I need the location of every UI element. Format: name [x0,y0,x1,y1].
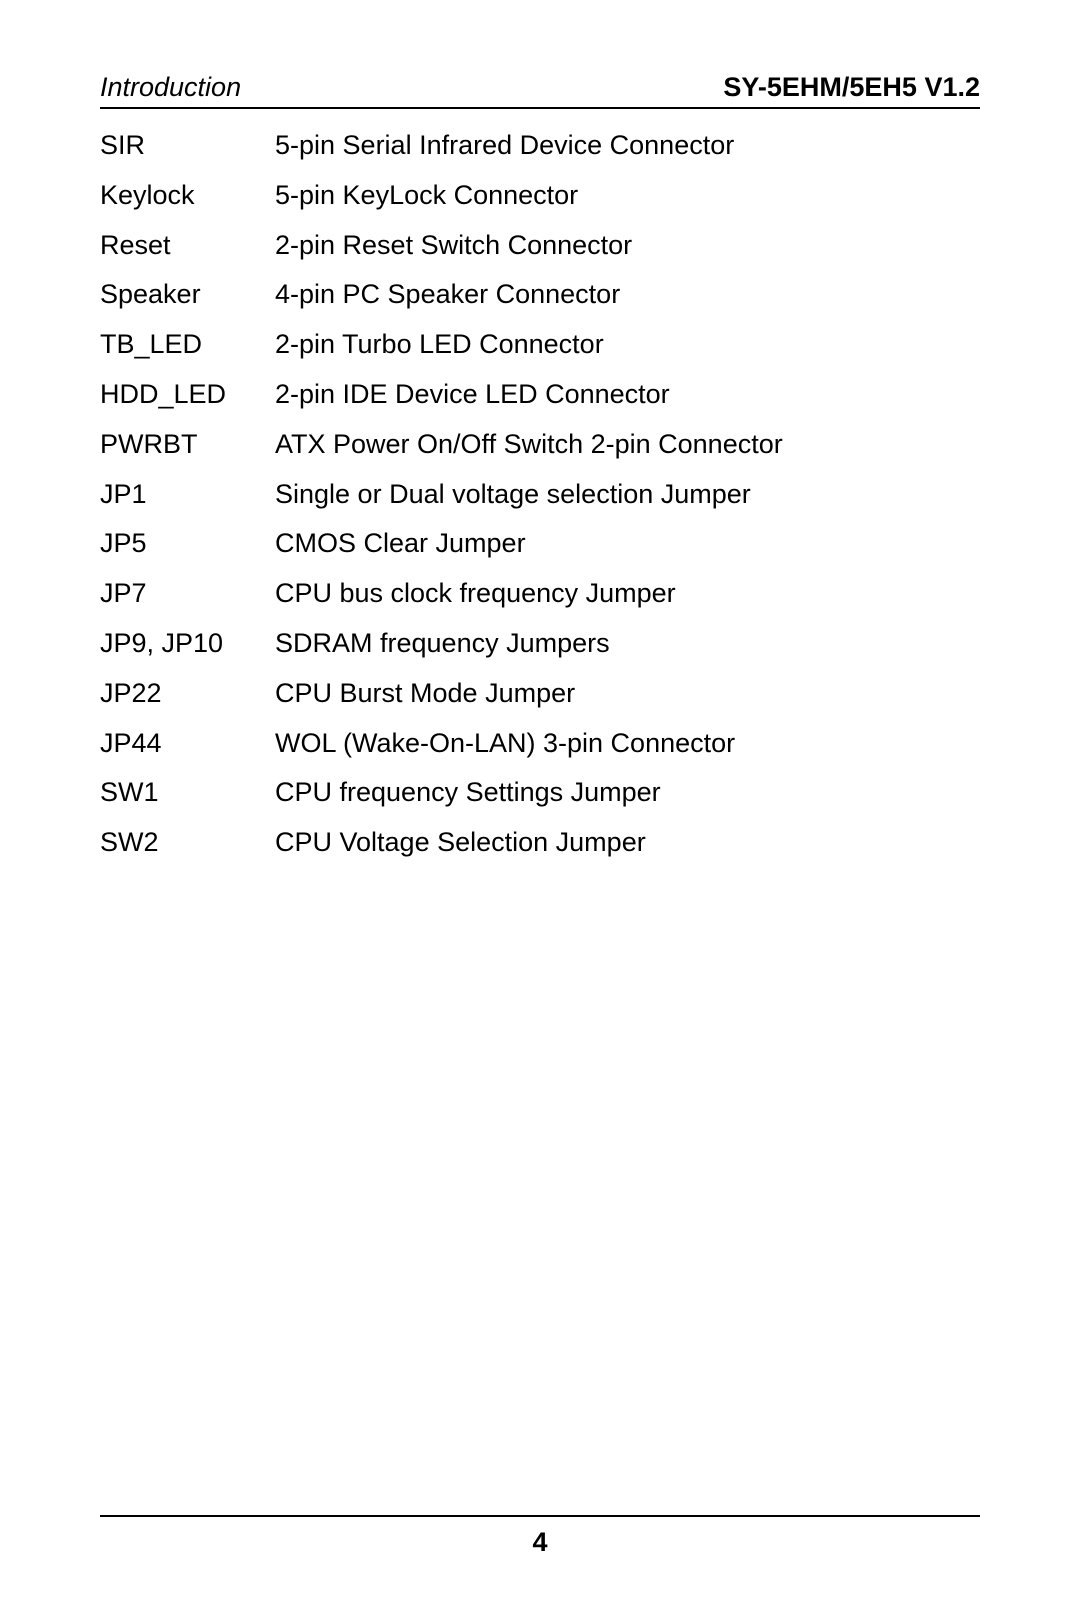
connector-label: JP5 [100,525,275,563]
page-header: Introduction SY-5EHM/5EH5 V1.2 [100,72,980,109]
table-row: TB_LED 2-pin Turbo LED Connector [100,326,980,364]
table-row: Reset 2-pin Reset Switch Connector [100,227,980,265]
section-title: Introduction [100,72,241,103]
table-row: JP9, JP10 SDRAM frequency Jumpers [100,625,980,663]
table-row: Keylock 5-pin KeyLock Connector [100,177,980,215]
connector-desc: 2-pin Turbo LED Connector [275,326,980,364]
model-title: SY-5EHM/5EH5 V1.2 [723,72,980,103]
table-row: Speaker 4-pin PC Speaker Connector [100,276,980,314]
connector-table: SIR 5-pin Serial Infrared Device Connect… [100,127,980,862]
connector-desc: 2-pin IDE Device LED Connector [275,376,980,414]
connector-desc: CPU Burst Mode Jumper [275,675,980,713]
table-row: SW2 CPU Voltage Selection Jumper [100,824,980,862]
connector-label: JP1 [100,476,275,514]
connector-desc: 4-pin PC Speaker Connector [275,276,980,314]
table-row: JP5 CMOS Clear Jumper [100,525,980,563]
connector-label: PWRBT [100,426,275,464]
connector-desc: 5-pin Serial Infrared Device Connector [275,127,980,165]
connector-desc: ATX Power On/Off Switch 2-pin Connector [275,426,980,464]
connector-desc: CPU bus clock frequency Jumper [275,575,980,613]
table-row: SW1 CPU frequency Settings Jumper [100,774,980,812]
connector-desc: CPU Voltage Selection Jumper [275,824,980,862]
connector-desc: CMOS Clear Jumper [275,525,980,563]
table-row: JP7 CPU bus clock frequency Jumper [100,575,980,613]
page-number: 4 [532,1527,547,1557]
page-footer: 4 [100,1515,980,1558]
connector-label: JP7 [100,575,275,613]
connector-desc: WOL (Wake-On-LAN) 3-pin Connector [275,725,980,763]
connector-label: JP22 [100,675,275,713]
connector-desc: 5-pin KeyLock Connector [275,177,980,215]
connector-label: JP44 [100,725,275,763]
connector-label: SW2 [100,824,275,862]
connector-label: Keylock [100,177,275,215]
connector-label: TB_LED [100,326,275,364]
connector-desc: 2-pin Reset Switch Connector [275,227,980,265]
table-row: SIR 5-pin Serial Infrared Device Connect… [100,127,980,165]
table-row: JP44 WOL (Wake-On-LAN) 3-pin Connector [100,725,980,763]
connector-label: Reset [100,227,275,265]
table-row: JP1 Single or Dual voltage selection Jum… [100,476,980,514]
table-row: HDD_LED 2-pin IDE Device LED Connector [100,376,980,414]
connector-label: SW1 [100,774,275,812]
connector-desc: Single or Dual voltage selection Jumper [275,476,980,514]
connector-label: SIR [100,127,275,165]
connector-desc: CPU frequency Settings Jumper [275,774,980,812]
connector-desc: SDRAM frequency Jumpers [275,625,980,663]
table-row: PWRBT ATX Power On/Off Switch 2-pin Conn… [100,426,980,464]
connector-label: HDD_LED [100,376,275,414]
connector-label: JP9, JP10 [100,625,275,663]
connector-label: Speaker [100,276,275,314]
table-row: JP22 CPU Burst Mode Jumper [100,675,980,713]
